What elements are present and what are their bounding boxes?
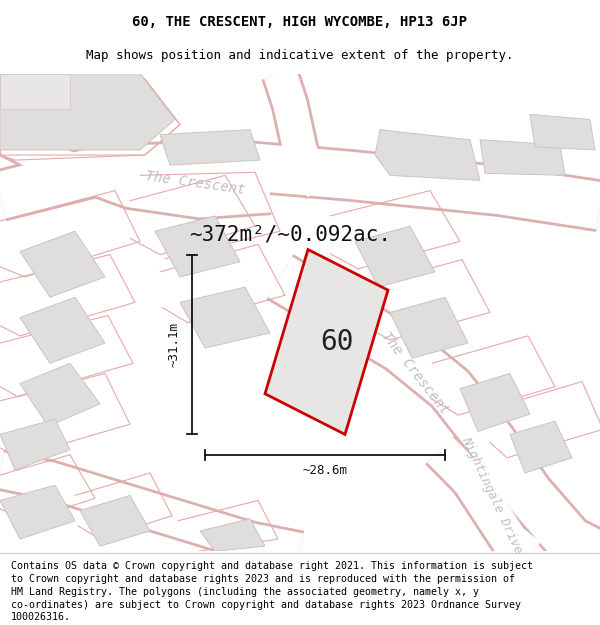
Text: HM Land Registry. The polygons (including the associated geometry, namely x, y: HM Land Registry. The polygons (includin…	[11, 587, 479, 597]
Text: The Crescent: The Crescent	[379, 329, 451, 418]
Polygon shape	[155, 216, 240, 277]
Text: The Crescent: The Crescent	[144, 169, 246, 198]
Text: Map shows position and indicative extent of the property.: Map shows position and indicative extent…	[86, 49, 514, 62]
Text: 100026316.: 100026316.	[11, 612, 71, 622]
Polygon shape	[0, 74, 175, 150]
Text: to Crown copyright and database rights 2023 and is reproduced with the permissio: to Crown copyright and database rights 2…	[11, 574, 515, 584]
Polygon shape	[200, 519, 265, 551]
Polygon shape	[180, 287, 270, 348]
Text: Contains OS data © Crown copyright and database right 2021. This information is : Contains OS data © Crown copyright and d…	[11, 561, 533, 571]
Text: ~31.1m: ~31.1m	[167, 322, 181, 367]
Text: 60, THE CRESCENT, HIGH WYCOMBE, HP13 6JP: 60, THE CRESCENT, HIGH WYCOMBE, HP13 6JP	[133, 15, 467, 29]
Polygon shape	[20, 231, 105, 298]
Polygon shape	[375, 129, 480, 181]
Polygon shape	[0, 419, 70, 470]
Polygon shape	[480, 140, 565, 176]
Text: co-ordinates) are subject to Crown copyright and database rights 2023 Ordnance S: co-ordinates) are subject to Crown copyr…	[11, 599, 521, 609]
Polygon shape	[265, 249, 388, 434]
Polygon shape	[510, 421, 572, 473]
Text: Nightingale Drive: Nightingale Drive	[459, 435, 525, 556]
Polygon shape	[80, 496, 150, 546]
Text: 60: 60	[320, 328, 353, 356]
Text: ~372m²/~0.092ac.: ~372m²/~0.092ac.	[189, 224, 391, 244]
Polygon shape	[390, 298, 468, 358]
Polygon shape	[460, 374, 530, 431]
Polygon shape	[20, 298, 105, 363]
Polygon shape	[0, 485, 75, 539]
Polygon shape	[0, 74, 70, 109]
Polygon shape	[160, 129, 260, 165]
Polygon shape	[355, 226, 435, 287]
Polygon shape	[530, 114, 595, 150]
Polygon shape	[20, 363, 100, 426]
Text: ~28.6m: ~28.6m	[302, 464, 347, 478]
